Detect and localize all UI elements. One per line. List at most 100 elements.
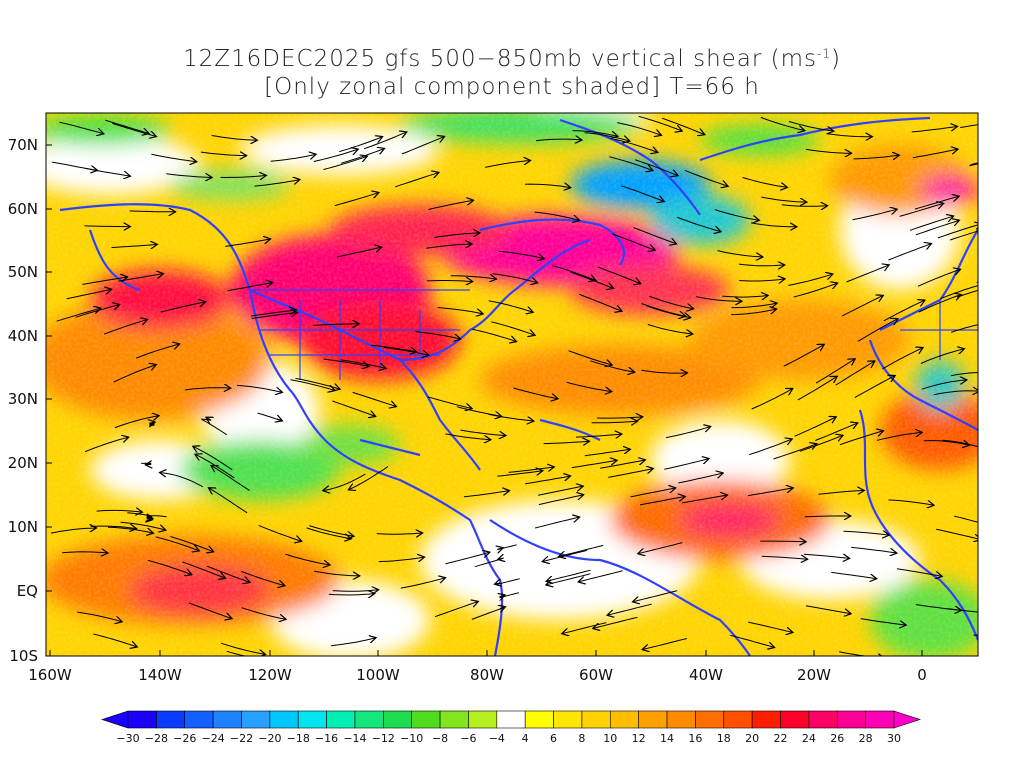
streamline xyxy=(363,132,406,150)
colorbar-swatch xyxy=(609,710,639,729)
streamline xyxy=(103,320,147,335)
streamline xyxy=(196,455,235,479)
streamline xyxy=(960,124,978,128)
colorbar-label: −30 xyxy=(116,732,139,745)
streamline xyxy=(538,486,582,496)
streamline xyxy=(135,344,179,359)
streamline xyxy=(805,605,850,614)
streamline xyxy=(463,491,509,498)
streamline xyxy=(495,578,520,585)
streamline xyxy=(781,205,827,207)
streamline xyxy=(640,497,684,506)
streamline xyxy=(793,283,837,298)
streamline xyxy=(114,416,158,429)
colorbar-label: −22 xyxy=(230,732,253,745)
colorbar-swatch xyxy=(751,710,781,729)
streamline xyxy=(211,135,257,141)
streamline xyxy=(888,499,934,505)
colorbar-swatch xyxy=(297,710,327,729)
streamline xyxy=(920,349,964,364)
colorbar-label: 22 xyxy=(774,732,788,745)
streamline xyxy=(113,365,156,383)
colorbar-swatch xyxy=(127,710,157,729)
streamline xyxy=(254,180,300,187)
lon-label: 140W xyxy=(138,666,182,684)
lon-label: 20W xyxy=(797,666,831,684)
streamline xyxy=(194,447,233,471)
streamline xyxy=(330,638,375,647)
streamline xyxy=(105,119,148,133)
streamline xyxy=(166,174,211,178)
streamline xyxy=(209,488,248,514)
colorbar-label: −16 xyxy=(315,732,338,745)
streamline xyxy=(90,526,136,529)
streamline xyxy=(324,473,366,490)
colorbar-swatch xyxy=(524,710,554,729)
streamline xyxy=(290,379,334,391)
streamline xyxy=(426,244,471,249)
streamline xyxy=(760,541,805,542)
streamline xyxy=(571,461,616,469)
streamline xyxy=(270,155,316,162)
streamline xyxy=(334,193,378,207)
streamline xyxy=(445,552,489,565)
streamline xyxy=(852,209,897,221)
streamline xyxy=(497,471,542,477)
streamline xyxy=(52,161,96,170)
streamline xyxy=(951,372,978,377)
streamline xyxy=(717,250,762,257)
streamline xyxy=(82,277,126,285)
streamline xyxy=(566,381,611,391)
streamline xyxy=(332,590,378,592)
lat-label: 10S xyxy=(9,647,38,665)
streamline xyxy=(62,552,107,553)
streamline xyxy=(434,233,479,238)
streamline xyxy=(797,377,837,401)
streamline xyxy=(761,196,806,202)
map-frame xyxy=(45,112,979,657)
streamline xyxy=(731,309,776,316)
streamline xyxy=(352,391,396,406)
streamline xyxy=(118,274,162,282)
streamline xyxy=(127,512,152,519)
colorbar-over-arrow xyxy=(893,710,921,729)
colorbar-label: −18 xyxy=(287,732,310,745)
streamline xyxy=(257,412,282,421)
streamline xyxy=(524,184,570,187)
streamline xyxy=(314,570,359,576)
streamline xyxy=(488,413,533,421)
streamline xyxy=(608,603,652,615)
colorbar-label: −20 xyxy=(258,732,281,745)
streamline xyxy=(498,250,543,258)
streamline xyxy=(220,176,265,178)
streamline xyxy=(646,305,689,318)
streamline xyxy=(888,244,931,261)
streamline xyxy=(491,321,534,335)
colorbar-label: −4 xyxy=(489,732,505,745)
streamline xyxy=(376,533,422,534)
lon-label: 100W xyxy=(356,666,400,684)
streamline xyxy=(188,602,231,618)
colorbar-label: −8 xyxy=(432,732,448,745)
colorbar-swatch xyxy=(184,710,214,729)
streamline xyxy=(739,279,784,281)
streamline xyxy=(909,216,953,231)
streamline xyxy=(323,358,368,366)
streamline xyxy=(428,201,473,210)
lon-label: 80W xyxy=(470,666,504,684)
streamline xyxy=(647,324,692,334)
streamline xyxy=(437,307,483,314)
streamline xyxy=(969,163,978,167)
lon-label: 160W xyxy=(28,666,72,684)
streamline xyxy=(206,565,249,582)
colorbar-swatch xyxy=(723,710,753,729)
streamline xyxy=(915,604,961,611)
colorbar-label: −6 xyxy=(460,732,476,745)
streamline xyxy=(612,233,654,250)
streamline xyxy=(799,436,842,452)
colorbar-swatch xyxy=(354,710,384,729)
colorbar-swatch xyxy=(865,710,895,729)
streamline xyxy=(427,396,472,409)
colorbar-swatch xyxy=(808,710,838,729)
streamline xyxy=(474,558,504,568)
